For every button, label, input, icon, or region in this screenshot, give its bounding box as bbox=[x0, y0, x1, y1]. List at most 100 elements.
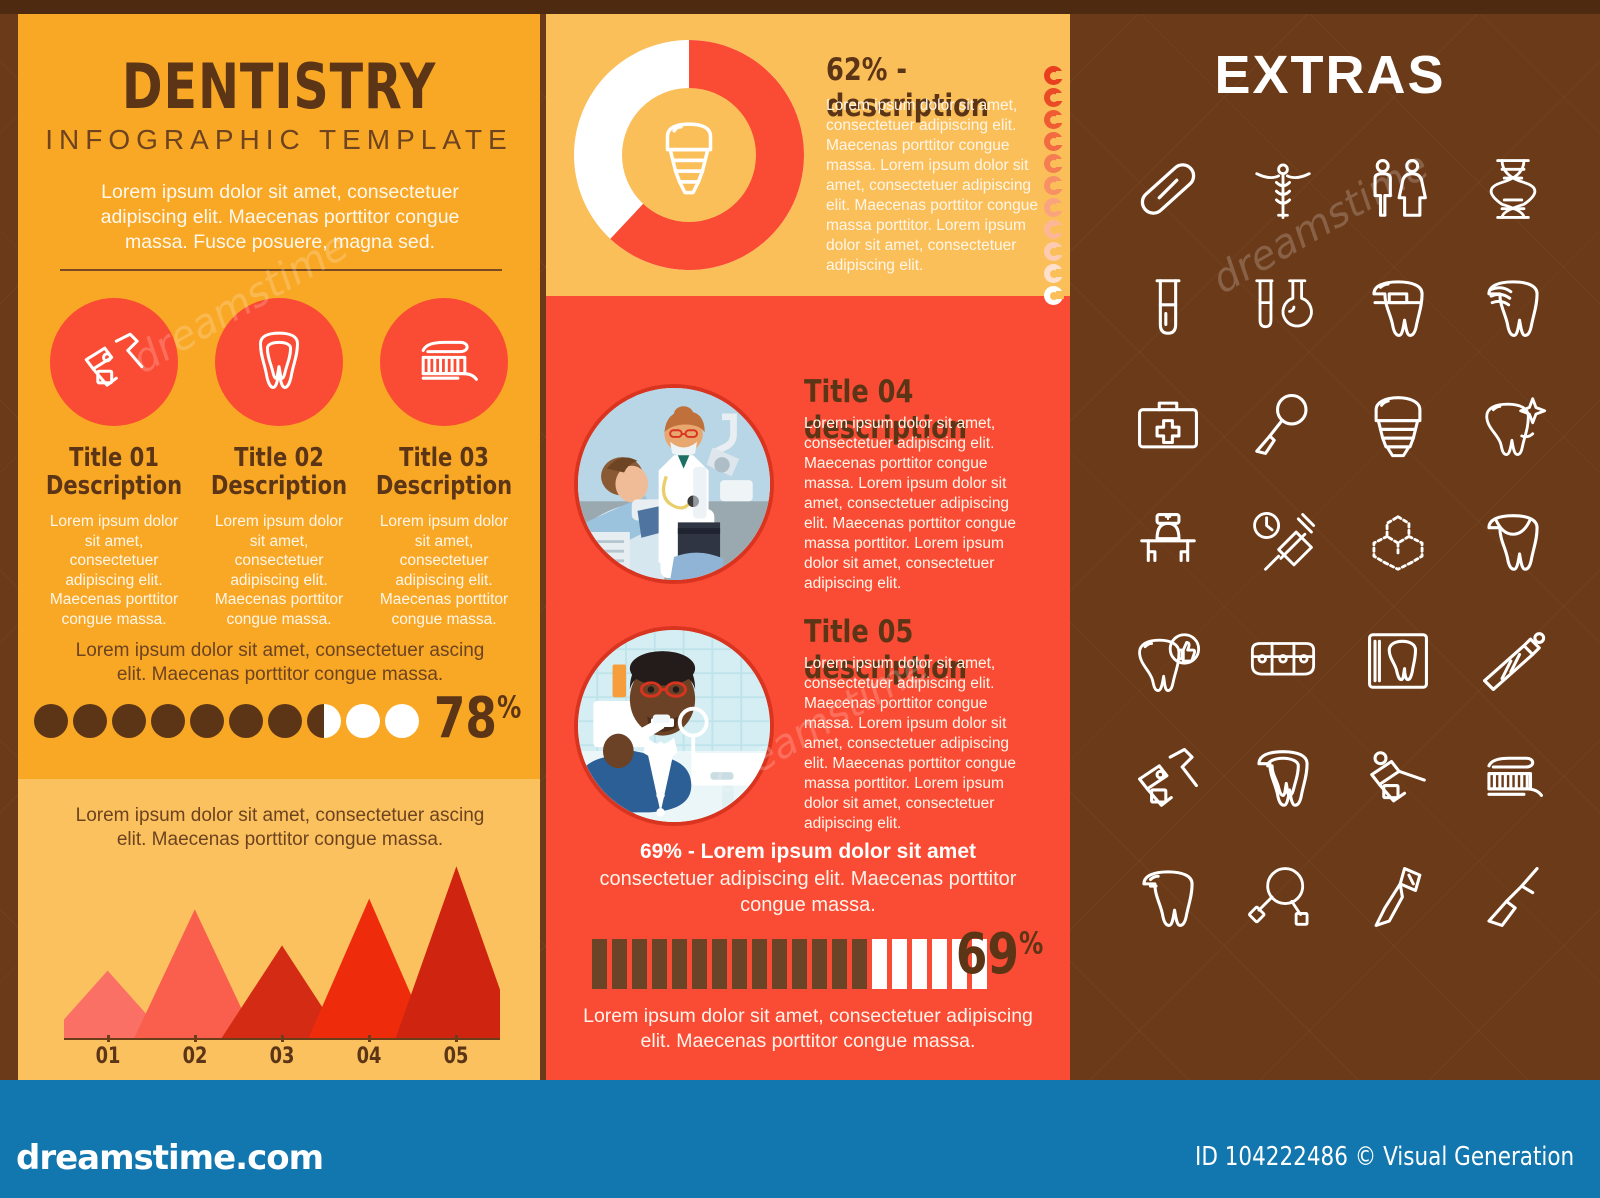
dentist-treating-patient-photo bbox=[578, 388, 770, 580]
donut-chart-body: Lorem ipsum dolor sit amet, consectetuer… bbox=[826, 97, 1038, 274]
extras-panel: EXTRAS bbox=[1080, 14, 1600, 1080]
photo-dentist-patient bbox=[574, 384, 774, 584]
bar-progress-indicator bbox=[592, 939, 988, 989]
left-note-upper: Lorem ipsum dolor sit amet, consectetuer… bbox=[75, 640, 485, 685]
mountain-peak bbox=[395, 866, 500, 1039]
progress-bar-segment bbox=[892, 939, 907, 989]
restroom-male-female-icon[interactable] bbox=[1363, 154, 1433, 224]
mountain-peak bbox=[308, 898, 431, 1039]
doctor-desk-icon[interactable] bbox=[1133, 508, 1203, 578]
decorative-ring bbox=[1044, 176, 1064, 195]
dental-scaler-icon[interactable] bbox=[1478, 862, 1548, 932]
progress-bar-segment bbox=[612, 939, 627, 989]
dental-mirror-icon[interactable] bbox=[1248, 390, 1318, 460]
progress-bar-segment bbox=[652, 939, 667, 989]
decorative-ring bbox=[1044, 242, 1064, 261]
tooth-filling-icon[interactable] bbox=[1363, 272, 1433, 342]
tooth-crown-icon[interactable] bbox=[1478, 508, 1548, 578]
progress-bar-segment bbox=[832, 939, 847, 989]
axis-label: 03 bbox=[269, 1044, 295, 1069]
progress-dot bbox=[112, 704, 146, 738]
dot-progress-value: 78% bbox=[434, 686, 521, 751]
left-note-lower: Lorem ipsum dolor sit amet, consectetuer… bbox=[75, 805, 485, 850]
tooth-thumbs-up-icon[interactable] bbox=[1133, 626, 1203, 696]
feature-title-line1: Title 01 bbox=[69, 443, 159, 473]
dot-progress-indicator bbox=[34, 704, 474, 744]
decorative-ring bbox=[1044, 110, 1064, 129]
wave-divider-middle-fill bbox=[546, 296, 1070, 310]
progress-dot bbox=[229, 704, 263, 738]
progress-dot bbox=[346, 704, 380, 738]
left-panel: DENTISTRY INFOGRAPHIC TEMPLATE Lorem ips… bbox=[18, 14, 540, 1080]
feature-title-line2: Description bbox=[375, 471, 513, 501]
caduceus-icon[interactable] bbox=[1248, 154, 1318, 224]
feature-title-line2: Description bbox=[210, 471, 348, 501]
feature-desc-01: Lorem ipsum dolor sit amet, consectetuer… bbox=[49, 513, 179, 628]
progress-dot bbox=[268, 704, 302, 738]
dental-xray-icon[interactable] bbox=[1363, 626, 1433, 696]
test-tube-icon[interactable] bbox=[1133, 272, 1203, 342]
decorative-ring-column bbox=[1044, 66, 1066, 308]
axis-tick bbox=[106, 1035, 110, 1042]
dot-progress-number: 78 bbox=[433, 686, 497, 751]
middle-panel: 62% - description Lorem ipsum dolor sit … bbox=[546, 14, 1070, 1080]
feature-item-03[interactable]: Title 03 Description Lorem ipsum dolor s… bbox=[357, 298, 531, 629]
braces-icon[interactable] bbox=[1248, 626, 1318, 696]
dental-chair-lamp-icon[interactable] bbox=[1133, 744, 1203, 814]
first-aid-kit-icon[interactable] bbox=[1133, 390, 1203, 460]
extras-title: EXTRAS bbox=[1214, 45, 1446, 105]
area-chart-mountains bbox=[64, 866, 500, 1039]
sparkling-tooth-icon[interactable] bbox=[1478, 390, 1548, 460]
progress-bar-segment bbox=[792, 939, 807, 989]
decorative-ring bbox=[1044, 154, 1064, 173]
block-05-body: Lorem ipsum dolor sit amet, consectetuer… bbox=[804, 655, 1016, 832]
progress-bar-segment bbox=[912, 939, 927, 989]
progress-bar-segment bbox=[972, 939, 987, 989]
stock-footer-bar: dreamstime.com ID 104222486 © Visual Gen… bbox=[0, 1080, 1600, 1198]
feature-item-01[interactable]: Title 01 Description Lorem ipsum dolor s… bbox=[27, 298, 201, 629]
dental-chair-icon[interactable] bbox=[1363, 744, 1433, 814]
feature-icon-circle-01 bbox=[50, 298, 178, 426]
percent-subtext: consectetuer adipiscing elit. Maecenas p… bbox=[599, 868, 1017, 916]
tooth-cross-section-icon[interactable] bbox=[1248, 744, 1318, 814]
donut-chart bbox=[574, 40, 804, 270]
dental-mirror-tools-icon[interactable] bbox=[1247, 862, 1318, 932]
progress-dot bbox=[34, 704, 68, 738]
tooth-plain-icon[interactable] bbox=[1133, 862, 1203, 932]
dental-implant-icon[interactable] bbox=[1363, 390, 1433, 460]
toothbrush-paste-icon[interactable] bbox=[1478, 744, 1548, 814]
progress-bar-segment bbox=[632, 939, 647, 989]
feature-icon-circle-02 bbox=[215, 298, 343, 426]
page-title: DENTISTRY bbox=[121, 50, 437, 123]
dna-helix-icon[interactable] bbox=[1478, 154, 1548, 224]
axis-label: 05 bbox=[443, 1044, 469, 1069]
syringe-timer-icon[interactable] bbox=[1248, 508, 1318, 578]
toothpaste-tube-icon[interactable] bbox=[1478, 626, 1548, 696]
molecule-icon[interactable] bbox=[1363, 508, 1433, 578]
progress-bar-segment bbox=[872, 939, 887, 989]
extras-icon-grid bbox=[1110, 154, 1570, 932]
axis-label: 01 bbox=[95, 1044, 120, 1069]
feature-title-line1: Title 02 bbox=[234, 443, 324, 473]
image-credit: ID 104222486 © Visual Generation bbox=[1194, 1142, 1574, 1172]
progress-bar-segment bbox=[952, 939, 967, 989]
mountain-peak bbox=[220, 945, 344, 1039]
pill-capsule-icon[interactable] bbox=[1133, 154, 1203, 224]
flask-and-tube-icon[interactable] bbox=[1248, 272, 1318, 342]
feature-desc-02: Lorem ipsum dolor sit amet, consectetuer… bbox=[214, 513, 344, 628]
dental-drill-icon[interactable] bbox=[1363, 862, 1433, 932]
bar-progress-value: 69% bbox=[956, 922, 1043, 987]
feature-item-02[interactable]: Title 02 Description Lorem ipsum dolor s… bbox=[192, 298, 366, 629]
tooth-enamel-icon[interactable] bbox=[1478, 272, 1548, 342]
feature-title-line2: Description bbox=[45, 471, 183, 501]
dental-chair-lamp-icon bbox=[84, 332, 144, 387]
poster-top-edge bbox=[0, 0, 1600, 14]
axis-tick bbox=[368, 1035, 372, 1042]
axis-label: 04 bbox=[356, 1044, 382, 1069]
feature-title-01: Title 01 Description bbox=[36, 444, 193, 500]
bar-progress-number: 69 bbox=[955, 922, 1019, 987]
wave-divider-left-fill bbox=[18, 784, 540, 800]
progress-bar-segment bbox=[812, 939, 827, 989]
axis-tick bbox=[281, 1035, 284, 1042]
decorative-ring bbox=[1044, 66, 1064, 85]
